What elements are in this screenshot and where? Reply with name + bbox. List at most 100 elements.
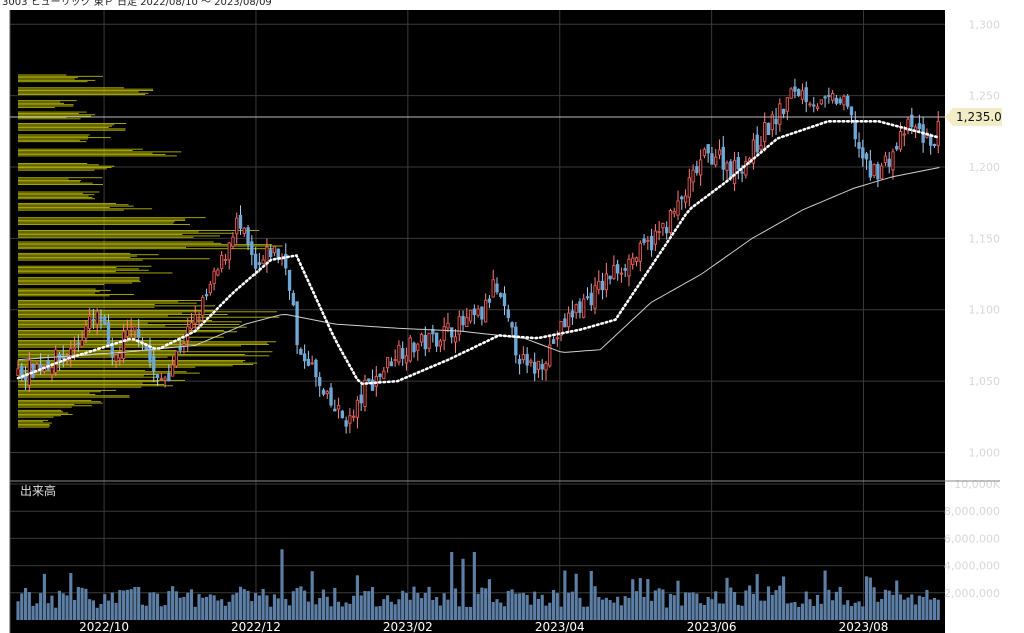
volume-bar xyxy=(465,606,469,620)
volume-bar xyxy=(672,595,676,620)
volume-profile-bar xyxy=(18,292,96,294)
volume-profile-bar xyxy=(18,320,213,321)
volume-profile-bar xyxy=(18,208,153,210)
volume-bar xyxy=(695,593,699,620)
candle-body xyxy=(936,120,940,146)
volume-bar xyxy=(242,589,246,620)
volume-profile-bar xyxy=(18,112,79,114)
date-tick-label: 2023/04 xyxy=(535,620,585,633)
volume-profile-bar xyxy=(18,374,158,375)
candle-body xyxy=(20,365,24,379)
volume-profile-bar xyxy=(18,195,89,197)
volume-profile-bar xyxy=(18,324,240,325)
volume-bar xyxy=(710,599,714,620)
volume-bar xyxy=(352,595,356,620)
volume-profile-bar xyxy=(18,259,143,261)
candle-body xyxy=(555,337,559,340)
volume-bar xyxy=(419,598,424,620)
volume-bar xyxy=(408,599,412,620)
volume-bar xyxy=(137,586,141,620)
candle-body xyxy=(872,163,876,177)
current-price-tag: 1,235.0 xyxy=(945,108,1002,127)
candle-body xyxy=(476,308,480,316)
candle-body xyxy=(144,346,148,351)
candle-body xyxy=(499,293,503,297)
candle-body xyxy=(374,375,378,387)
volume-profile-bar xyxy=(18,302,197,304)
volume-profile-bar xyxy=(18,102,64,104)
candle-body xyxy=(419,333,424,343)
volume-bar xyxy=(367,591,371,620)
volume-bar xyxy=(570,591,574,620)
candle-body xyxy=(612,265,616,279)
volume-profile-bar xyxy=(18,291,100,293)
volume-profile-bar xyxy=(18,129,126,131)
volume-profile-bar xyxy=(18,218,186,220)
volume-profile-bar xyxy=(18,124,115,126)
volume-bar xyxy=(555,593,559,620)
volume-bar xyxy=(291,591,295,620)
volume-profile-bar xyxy=(18,305,215,307)
volume-profile-bar xyxy=(18,361,243,363)
volume-bar xyxy=(680,605,684,620)
candle-body xyxy=(751,139,756,164)
volume-profile-bar xyxy=(18,288,96,290)
volume-bar xyxy=(623,596,627,620)
volume-bar xyxy=(450,552,454,620)
volume-bar xyxy=(416,593,420,620)
candle-body xyxy=(321,389,326,395)
volume-profile-bar xyxy=(18,118,81,120)
volume-bar xyxy=(337,601,341,620)
candle-body xyxy=(597,280,601,291)
candle-body xyxy=(634,257,639,262)
volume-bar xyxy=(250,601,254,620)
volume-profile-bar xyxy=(18,351,273,353)
candle-body xyxy=(642,238,646,243)
volume-bar xyxy=(533,591,537,620)
volume-profile-bar xyxy=(18,154,166,156)
volume-profile-bar xyxy=(18,137,111,139)
volume-profile-bar xyxy=(18,401,101,403)
volume-bar xyxy=(57,590,62,620)
price-tick-label: 1,100 xyxy=(969,304,1001,317)
candle-body xyxy=(517,358,522,365)
volume-bar xyxy=(318,598,322,620)
volume-bar xyxy=(453,588,458,620)
candle-body xyxy=(291,292,295,306)
volume-bar xyxy=(287,605,292,620)
volume-bar xyxy=(20,593,24,620)
candle-body xyxy=(687,177,691,198)
candle-body xyxy=(793,86,797,92)
price-tick-label: 1,300 xyxy=(969,18,1001,31)
volume-profile-bar xyxy=(18,94,146,96)
volume-bar xyxy=(272,594,277,620)
candle-body xyxy=(472,308,477,316)
volume-bar xyxy=(235,592,239,620)
volume-bar xyxy=(597,596,601,620)
candle-body xyxy=(661,222,665,229)
candle-body xyxy=(306,358,311,366)
volume-bar xyxy=(800,603,805,620)
volume-profile-bar xyxy=(18,375,144,377)
volume-bar xyxy=(370,587,375,620)
candle-body xyxy=(857,142,861,149)
candle-body xyxy=(868,160,873,178)
volume-profile-bar xyxy=(18,283,105,285)
candle-body xyxy=(333,408,337,412)
volume-bar xyxy=(661,589,665,620)
candle-body xyxy=(355,399,360,418)
date-tick-label: 2022/12 xyxy=(231,620,281,633)
volume-profile-bar xyxy=(18,356,168,358)
candle-body xyxy=(657,230,661,233)
candle-body xyxy=(680,196,684,200)
volume-bar xyxy=(208,594,212,620)
volume-bar xyxy=(714,591,718,620)
candle-body xyxy=(167,373,171,382)
candle-body xyxy=(887,158,891,167)
candle-body xyxy=(401,348,405,359)
volume-bar xyxy=(159,606,163,620)
candle-body xyxy=(879,165,884,180)
volume-bar xyxy=(619,605,623,620)
candle-body xyxy=(468,309,473,322)
volume-profile-bar xyxy=(18,74,67,76)
